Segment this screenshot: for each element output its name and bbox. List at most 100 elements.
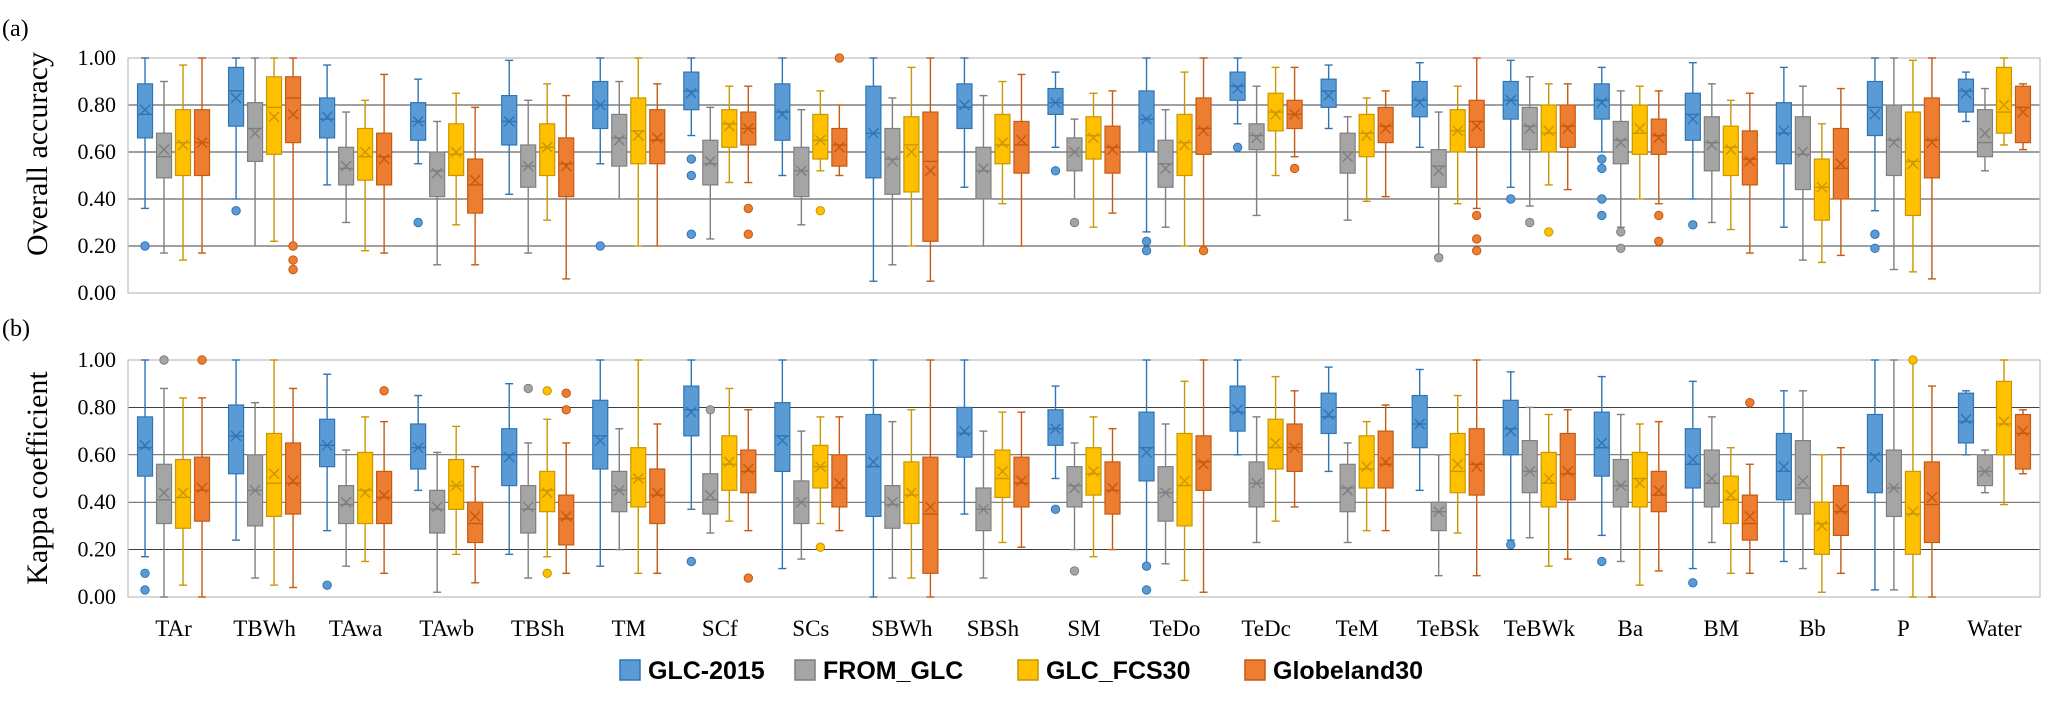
mean-marker	[1596, 97, 1608, 109]
mean-marker	[1816, 520, 1828, 532]
box-glc-2015	[319, 64, 336, 186]
box-iqr	[922, 111, 939, 242]
box-glc-fcs30	[1631, 85, 1648, 200]
box-glc-fcs30	[1449, 85, 1466, 205]
boxes-b	[136, 355, 2032, 598]
mean-marker	[139, 104, 151, 116]
box-iqr	[1904, 470, 1922, 555]
mean-marker	[613, 134, 625, 146]
box-globeland30	[2014, 83, 2032, 151]
box-iqr	[319, 418, 336, 468]
outlier-point	[1141, 246, 1152, 256]
box-from-glc	[611, 428, 628, 551]
y-tick-label: 0.20	[78, 233, 117, 258]
box-glc-2015	[1229, 359, 1246, 456]
mean-marker	[723, 456, 735, 468]
mean-marker	[867, 127, 879, 139]
box-globeland30	[1377, 404, 1394, 532]
mean-marker	[1323, 90, 1335, 102]
box-iqr	[831, 454, 848, 508]
box-glc-2015	[1229, 57, 1246, 153]
box-from-glc	[975, 430, 992, 579]
mean-marker	[958, 99, 970, 111]
box-from-glc	[1430, 454, 1447, 577]
mean-marker	[1835, 503, 1847, 515]
mean-marker	[2017, 106, 2029, 118]
box-from-glc	[1703, 416, 1720, 544]
box-iqr	[501, 94, 518, 146]
box-iqr	[1612, 458, 1629, 508]
box-iqr	[467, 501, 484, 544]
outlier-point	[1471, 246, 1482, 256]
box-from-glc	[338, 449, 355, 567]
y-ticks-a: 0.00 0.20 0.40 0.60 0.80 1.00	[78, 45, 2040, 305]
box-glc-2015	[1320, 366, 1337, 473]
outlier-point	[1616, 243, 1626, 254]
mean-marker	[1869, 451, 1881, 463]
box-globeland30	[376, 73, 393, 254]
box-glc-2015	[1411, 62, 1428, 149]
box-from-glc	[520, 99, 537, 254]
box-iqr	[1650, 470, 1667, 513]
mean-marker	[1433, 506, 1445, 518]
legend-label: Globeland30	[1273, 657, 1423, 685]
box-globeland30	[831, 53, 848, 177]
x-category-label: TeM	[1336, 616, 1379, 641]
box-iqr	[136, 83, 154, 139]
x-category-label: TAwb	[419, 616, 474, 641]
box-globeland30	[1377, 90, 1394, 198]
box-from-glc	[1703, 83, 1720, 224]
box-iqr	[227, 404, 245, 475]
outlier-point	[1616, 227, 1626, 237]
plot-area-a	[127, 57, 2041, 294]
box-glc-2015	[410, 394, 427, 492]
box-iqr	[1320, 392, 1337, 435]
y-tick-label: 0.80	[78, 92, 117, 117]
box-from-glc	[1066, 442, 1083, 576]
outlier-point	[1688, 220, 1698, 230]
mean-marker	[1634, 477, 1646, 489]
mean-marker	[924, 501, 936, 513]
box-glc-fcs30	[1176, 380, 1193, 582]
box-iqr	[793, 146, 810, 198]
box-iqr	[702, 473, 719, 515]
mean-marker	[1069, 146, 1080, 158]
outlier-point	[140, 585, 150, 595]
box-iqr	[1794, 439, 1811, 515]
mean-marker	[287, 108, 299, 120]
box-iqr	[1411, 394, 1428, 449]
box-from-glc	[1885, 359, 1903, 591]
box-iqr	[1957, 392, 1975, 444]
box-glc-fcs30	[630, 57, 647, 247]
legend-item: Globeland30	[1244, 657, 1423, 685]
mean-marker	[1687, 454, 1699, 466]
box-iqr	[649, 109, 666, 165]
box-globeland30	[1650, 420, 1667, 572]
box-from-glc	[793, 430, 810, 560]
mean-marker	[814, 134, 826, 146]
box-glc-2015	[1593, 66, 1610, 221]
box-iqr	[1703, 116, 1720, 172]
mean-marker	[1088, 132, 1099, 144]
box-glc-fcs30	[1722, 446, 1739, 574]
box-iqr	[1195, 435, 1212, 491]
box-iqr	[2014, 85, 2032, 144]
mean-marker	[158, 487, 170, 499]
x-category-label: SM	[1067, 616, 1100, 641]
mean-marker	[776, 435, 788, 447]
x-category-label: Ba	[1618, 616, 1644, 641]
box-iqr	[956, 83, 973, 130]
mean-marker	[1452, 458, 1464, 470]
box-from-glc	[1339, 442, 1356, 544]
box-from-glc	[793, 108, 810, 226]
box-iqr	[265, 432, 283, 518]
box-glc-fcs30	[1176, 71, 1193, 247]
box-glc-fcs30	[448, 92, 465, 226]
box-from-glc	[702, 106, 719, 240]
box-globeland30	[1013, 411, 1030, 548]
box-glc-2015	[1320, 64, 1337, 130]
x-category-label: TM	[612, 616, 647, 641]
box-iqr	[1923, 97, 1941, 179]
mean-marker	[1361, 461, 1373, 473]
